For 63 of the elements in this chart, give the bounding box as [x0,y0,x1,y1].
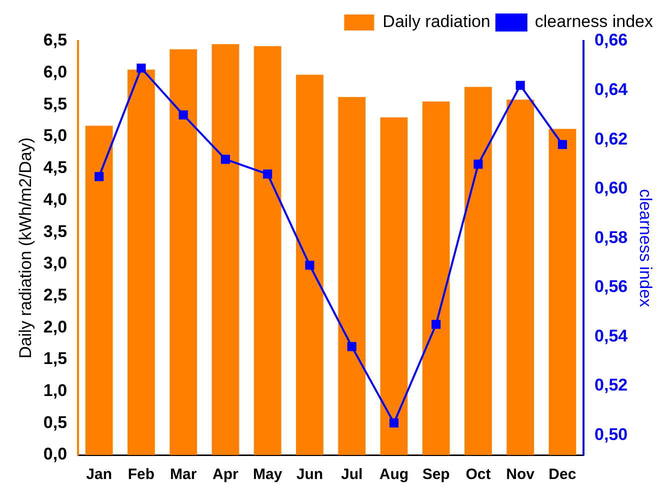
x-tick-label: Oct [466,466,491,484]
x-tick-label: Nov [506,466,536,484]
y-tick-label: 1,5 [43,349,68,368]
legend-label: clearness index [534,12,654,32]
y-tick-label: 4,0 [43,190,68,209]
x-tick-label: Apr [212,466,239,484]
y-tick-label: 5,5 [43,94,68,114]
x-tick-label: May [252,466,283,484]
point [94,172,104,182]
y-tick-label: 6,5 [43,30,68,50]
point [220,154,230,164]
x-tick-label: Feb [128,466,155,484]
x-tick-label: Sep [422,466,450,484]
y-tick-label: 4,5 [43,158,68,178]
bar [85,126,113,455]
y-tick-label: 2,0 [43,317,68,336]
legend-label: Daily radiation [382,12,490,32]
y-tick-label: 2,5 [43,285,68,304]
y2-tick-label: 0,54 [594,326,628,346]
bar [464,86,492,455]
bar [212,44,240,455]
point [347,342,356,352]
y-tick-label: 1,0 [43,380,68,400]
point [389,418,398,428]
bar [170,49,198,455]
y-tick-label: 3,5 [43,222,68,241]
y-tick-label: 0,0 [43,444,68,464]
bar [338,97,366,455]
y2-tick-label: 0,60 [594,178,628,198]
bar [422,102,450,455]
y2-tick-label: 0,50 [594,424,628,444]
y-tick-label: 3,0 [43,254,68,273]
x-tick-label: Jun [296,466,324,484]
y2-tick-label: 0,66 [594,30,628,50]
point [178,110,188,120]
point [516,80,525,90]
point [474,160,483,169]
bar [128,70,155,455]
bar [548,128,576,455]
bar [254,46,282,455]
x-tick-label: Jul [340,466,363,484]
x-tick-label: Mar [170,466,197,484]
y-tick-label: 6,0 [43,62,68,82]
point [305,260,314,270]
point [558,140,567,150]
y-tick-label: 5,0 [43,126,68,146]
point [263,170,272,179]
y-axis-title: Daily radiation (kWh/m2/Day) [16,137,35,359]
y2-axis-title: clearness index [636,188,656,308]
bar [296,74,324,455]
y2-tick-label: 0,56 [594,277,628,296]
point [432,320,441,329]
y2-tick-label: 0,58 [594,228,628,247]
x-tick-label: Jan [86,466,112,484]
bar [506,100,534,455]
y2-tick-label: 0,62 [594,129,628,148]
y-tick-label: 0,5 [43,412,68,432]
x-tick-label: Aug [379,466,409,484]
y2-tick-label: 0,64 [594,80,628,99]
point [136,64,146,73]
bar [380,117,408,455]
y2-tick-label: 0,52 [594,376,628,395]
x-tick-label: Dec [548,466,576,484]
